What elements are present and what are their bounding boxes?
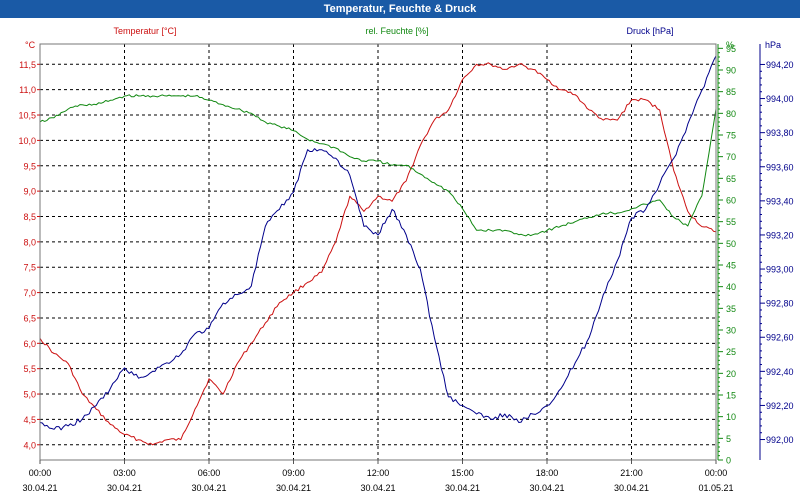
pressure-tick-label: 993,60	[766, 162, 794, 172]
humidity-axis-title: rel. Feuchte [%]	[365, 26, 428, 36]
temperature-axis-unit: °C	[25, 40, 36, 50]
temperature-tick-label: 9,5	[23, 161, 36, 171]
humidity-tick-label: 65	[726, 174, 736, 184]
humidity-tick-label: 55	[726, 217, 736, 227]
temperature-tick-label: 7,0	[23, 288, 36, 298]
temperature-tick-label: 11,5	[19, 60, 36, 70]
x-tick-time-label: 06:00	[198, 468, 221, 478]
humidity-tick-label: 50	[726, 239, 736, 249]
x-tick-time-label: 12:00	[367, 468, 390, 478]
x-tick-date-label: 30.04.21	[614, 483, 649, 493]
pressure-axis-unit: hPa	[765, 40, 781, 50]
x-tick-date-label: 30.04.21	[107, 483, 142, 493]
temperature-tick-label: 8,5	[23, 212, 36, 222]
pressure-tick-label: 993,00	[766, 265, 794, 275]
humidity-tick-label: 80	[726, 109, 736, 119]
pressure-tick-label: 994,20	[766, 60, 794, 70]
humidity-tick-label: 95	[726, 44, 736, 54]
humidity-tick-label: 10	[726, 412, 736, 422]
humidity-tick-label: 5	[726, 434, 731, 444]
humidity-tick-label: 60	[726, 196, 736, 206]
humidity-tick-label: 90	[726, 66, 736, 76]
temperature-tick-label: 4,5	[23, 415, 36, 425]
pressure-tick-label: 993,40	[766, 196, 794, 206]
x-tick-date-label: 30.04.21	[191, 483, 226, 493]
axes: 00:00 30.04.21 03:00 30.04.21 06:00 30.04.21 0…	[18, 26, 793, 493]
temperature-tick-label: 9,0	[23, 187, 36, 197]
pressure-tick-label: 992,60	[766, 333, 794, 343]
temperature-series-line	[39, 62, 717, 446]
x-tick-time-label: 18:00	[536, 468, 559, 478]
temperature-tick-label: 5,0	[23, 390, 36, 400]
humidity-tick-label: 0	[726, 456, 731, 466]
temperature-tick-label: 7,5	[23, 263, 36, 273]
humidity-tick-label: 35	[726, 304, 736, 314]
series-lines	[39, 55, 717, 446]
x-tick-date-label: 30.04.21	[529, 483, 564, 493]
pressure-tick-label: 992,80	[766, 299, 794, 309]
pressure-axis-title: Druck [hPa]	[626, 26, 673, 36]
pressure-series-line	[39, 55, 717, 431]
x-tick-date-label: 30.04.21	[22, 483, 57, 493]
humidity-tick-label: 30	[726, 326, 736, 336]
humidity-tick-label: 75	[726, 131, 736, 141]
pressure-tick-label: 992,20	[766, 401, 794, 411]
humidity-tick-label: 85	[726, 87, 736, 97]
pressure-tick-label: 994,00	[766, 94, 794, 104]
x-tick-time-label: 00:00	[29, 468, 52, 478]
x-tick-time-label: 03:00	[113, 468, 136, 478]
pressure-tick-label: 992,40	[766, 367, 794, 377]
temperature-tick-label: 10,0	[18, 136, 36, 146]
humidity-tick-label: 25	[726, 347, 736, 357]
x-tick-date-label: 30.04.21	[360, 483, 395, 493]
pressure-tick-label: 993,20	[766, 230, 794, 240]
temperature-tick-label: 8,0	[23, 237, 36, 247]
x-tick-time-label: 21:00	[620, 468, 643, 478]
grid	[40, 44, 716, 460]
pressure-tick-label: 993,80	[766, 128, 794, 138]
humidity-series-line	[39, 94, 717, 237]
temperature-tick-label: 6,5	[23, 313, 36, 323]
x-tick-date-label: 01.05.21	[698, 483, 733, 493]
temperature-tick-label: 11,0	[19, 85, 36, 95]
humidity-tick-label: 40	[726, 282, 736, 292]
x-tick-time-label: 15:00	[451, 468, 474, 478]
temperature-axis-title: Temperatur [°C]	[113, 26, 176, 36]
humidity-tick-label: 45	[726, 261, 736, 271]
x-tick-date-label: 30.04.21	[445, 483, 480, 493]
temperature-tick-label: 4,0	[23, 440, 36, 450]
temperature-tick-label: 6,0	[23, 339, 36, 349]
humidity-tick-label: 70	[726, 152, 736, 162]
pressure-tick-label: 992,00	[766, 435, 794, 445]
humidity-axis-unit: %	[726, 40, 734, 50]
humidity-tick-label: 20	[726, 369, 736, 379]
x-tick-date-label: 30.04.21	[276, 483, 311, 493]
temperature-tick-label: 10,5	[18, 111, 36, 121]
humidity-tick-label: 15	[726, 391, 736, 401]
x-tick-time-label: 00:00	[705, 468, 728, 478]
window-title: Temperatur, Feuchte & Druck	[0, 0, 800, 18]
temperature-tick-label: 5,5	[23, 364, 36, 374]
x-tick-time-label: 09:00	[282, 468, 305, 478]
